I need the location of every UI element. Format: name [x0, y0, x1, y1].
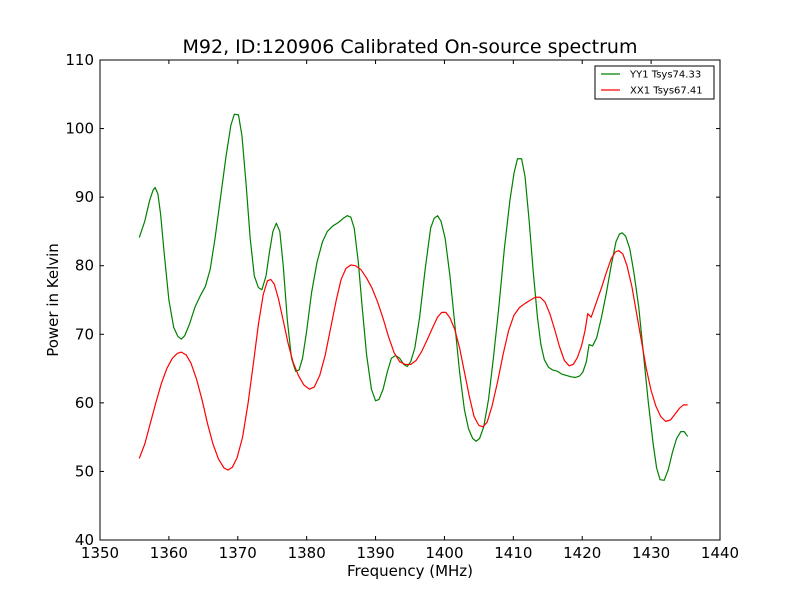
- series-layer: [138, 113, 689, 481]
- x-tick-label: 1440: [701, 544, 739, 562]
- plot-frame: [99, 59, 721, 541]
- x-axis-ticks: 1350 1360 1370 1380 1390 1400 1410 1420 1430 1440: [81, 60, 739, 562]
- y-tick-label: 50: [75, 462, 94, 480]
- x-tick-label: 1410: [494, 544, 532, 562]
- y-tick-label: 60: [75, 394, 94, 412]
- y-tick-label: 90: [75, 188, 94, 206]
- x-tick-label: 1390: [356, 544, 394, 562]
- series-line-xx1: [138, 250, 688, 471]
- x-tick-label: 1360: [150, 544, 188, 562]
- series-line-yy1: [138, 113, 689, 481]
- y-tick-label: 40: [75, 531, 94, 549]
- plot-area: 1350 1360 1370 1380 1390 1400 1410 1420 1430 1440…: [65, 51, 739, 562]
- x-tick-label: 1380: [288, 544, 326, 562]
- y-tick-label: 110: [65, 51, 94, 69]
- x-tick-label: 1420: [563, 544, 601, 562]
- legend-label-yy1: YY1 Tsys74.33: [629, 70, 701, 81]
- y-tick-label: 80: [75, 257, 94, 275]
- chart-title: M92, ID:120906 Calibrated On-source spec…: [183, 36, 638, 58]
- x-tick-label: 1430: [632, 544, 670, 562]
- legend: YY1 Tsys74.33 XX1 Tsys67.41: [594, 65, 715, 100]
- legend-box: [594, 65, 715, 100]
- y-tick-label: 100: [65, 120, 94, 138]
- x-axis-title: Frequency (MHz): [347, 562, 473, 580]
- x-tick-label: 1370: [219, 544, 257, 562]
- legend-label-xx1: XX1 Tsys67.41: [630, 86, 703, 97]
- y-axis-title: Power in Kelvin: [44, 243, 62, 357]
- x-tick-label: 1350: [81, 544, 119, 562]
- x-tick-label: 1400: [425, 544, 463, 562]
- y-tick-label: 70: [75, 325, 94, 343]
- y-axis-ticks: 40 50 60 70 80 90 100 110: [65, 51, 720, 549]
